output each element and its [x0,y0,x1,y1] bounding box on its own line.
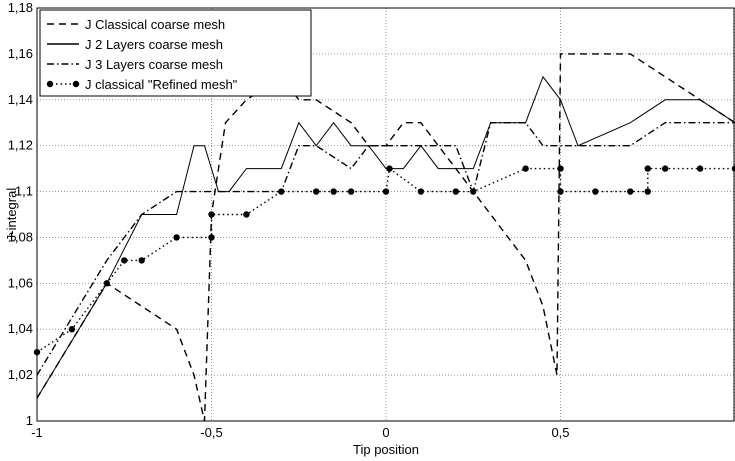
series-4 [33,165,735,356]
x-tick-label: 0 [382,425,389,440]
y-axis-title: J-integral [4,188,19,242]
data-point [386,165,393,172]
legend-label: J Classical coarse mesh [85,17,225,32]
data-point [417,188,425,195]
legend-label: J 2 Layers coarse mesh [85,37,223,52]
data-point [644,165,651,172]
x-tick-label: 0,5 [551,425,569,440]
x-tick-label: -0,5 [200,425,222,440]
data-point [173,234,180,241]
legend-label: J 3 Layers coarse mesh [85,57,223,72]
legend-label: J classical "Refined mesh" [85,77,238,92]
data-point [592,188,599,195]
data-point [330,188,337,195]
legend-marker [72,80,80,88]
data-point [278,188,285,195]
data-point [347,188,355,195]
data-point [382,188,390,195]
series-layer [33,53,735,422]
data-point [243,211,250,218]
y-tick-label: 1,18 [8,0,33,15]
y-tick-label: 1 [26,413,33,428]
data-point [138,257,145,264]
data-point [644,188,651,195]
y-tick-label: 1,16 [8,46,33,61]
legend: J Classical coarse mesh J 2 Layers coarse… [39,9,312,97]
y-tick-label: 1,1 [15,184,33,199]
data-point [208,234,215,241]
y-tick-label: 1,02 [8,367,33,382]
data-point [208,211,215,218]
data-point [627,188,634,195]
data-point [522,165,529,172]
data-point [662,165,669,172]
legend-marker [46,80,54,88]
data-point [313,188,320,195]
x-tick-label: -1 [31,425,43,440]
data-point [696,165,704,172]
data-point [68,326,76,333]
y-tick-label: 1,06 [8,275,33,290]
data-point [103,280,111,287]
tick-labels: 1 1,02 1,04 1,06 1,08 1,1 1,12 1,14 1,16 1,18 -1 -0… [8,0,570,440]
x-axis-title: Tip position [353,442,419,457]
y-tick-label: 1,04 [8,321,33,336]
y-tick-label: 1,08 [8,229,33,244]
series-3 [36,121,735,376]
y-tick-label: 1,14 [8,92,33,107]
data-point [121,257,128,264]
data-point [452,188,459,195]
data-point [470,188,477,195]
data-point [557,188,564,195]
data-point [557,165,564,172]
series-line [36,121,735,376]
y-tick-label: 1,12 [8,138,33,153]
series-line [36,167,735,353]
legend-box [39,9,312,97]
plot-frame [36,7,735,422]
